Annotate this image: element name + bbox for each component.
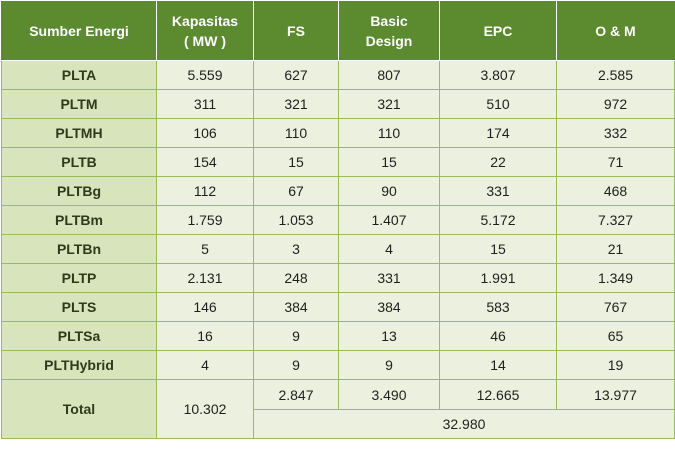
cell-epc: 5.172 [439, 205, 557, 235]
cell-capacity: 4 [156, 350, 254, 380]
cell-capacity: 2.131 [156, 263, 254, 293]
grand-total: 32.980 [253, 409, 675, 439]
total-label: Total [1, 379, 157, 439]
cell-om: 1.349 [556, 263, 675, 293]
cell-basic-design: 331 [338, 263, 440, 293]
header-source: Sumber Energi [1, 1, 157, 61]
total-basic-design: 3.490 [338, 379, 440, 410]
cell-fs: 110 [253, 118, 339, 148]
header-fs: FS [253, 1, 339, 61]
cell-om: 7.327 [556, 205, 675, 235]
header-capacity-line1: Kapasitas [171, 13, 239, 29]
table-row: PLTMH 106 110 110 174 332 [1, 118, 675, 148]
cell-capacity: 16 [156, 321, 254, 351]
cell-capacity: 154 [156, 147, 254, 177]
cell-epc: 583 [439, 292, 557, 322]
header-basic-line1: Basic [370, 13, 408, 29]
header-capacity-line2: ( MW ) [184, 33, 226, 49]
cell-source: PLTP [1, 263, 157, 293]
cell-fs: 1.053 [253, 205, 339, 235]
cell-om: 2.585 [556, 60, 675, 90]
cell-capacity: 5.559 [156, 60, 254, 90]
cell-epc: 22 [439, 147, 557, 177]
table-row: PLTBg 112 67 90 331 468 [1, 176, 675, 206]
table-row: PLTP 2.131 248 331 1.991 1.349 [1, 263, 675, 293]
table-row: PLTM 311 321 321 510 972 [1, 89, 675, 119]
energy-table: Sumber Energi Kapasitas ( MW ) FS Basic … [1, 1, 675, 439]
total-epc: 12.665 [439, 379, 557, 410]
cell-epc: 1.991 [439, 263, 557, 293]
cell-om: 65 [556, 321, 675, 351]
cell-epc: 174 [439, 118, 557, 148]
cell-om: 19 [556, 350, 675, 380]
cell-epc: 14 [439, 350, 557, 380]
cell-basic-design: 1.407 [338, 205, 440, 235]
cell-epc: 331 [439, 176, 557, 206]
cell-source: PLTSa [1, 321, 157, 351]
cell-source: PLTBg [1, 176, 157, 206]
cell-basic-design: 9 [338, 350, 440, 380]
table-row: PLTBn 5 3 4 15 21 [1, 234, 675, 264]
cell-fs: 384 [253, 292, 339, 322]
table-body: PLTA 5.559 627 807 3.807 2.585 PLTM 311 … [1, 60, 675, 439]
cell-source: PLTMH [1, 118, 157, 148]
cell-om: 767 [556, 292, 675, 322]
cell-om: 21 [556, 234, 675, 264]
cell-basic-design: 110 [338, 118, 440, 148]
total-fs: 2.847 [253, 379, 339, 410]
cell-source: PLTS [1, 292, 157, 322]
cell-fs: 248 [253, 263, 339, 293]
cell-fs: 15 [253, 147, 339, 177]
cell-basic-design: 321 [338, 89, 440, 119]
cell-basic-design: 4 [338, 234, 440, 264]
cell-capacity: 1.759 [156, 205, 254, 235]
cell-epc: 46 [439, 321, 557, 351]
cell-capacity: 146 [156, 292, 254, 322]
table-row: PLTA 5.559 627 807 3.807 2.585 [1, 60, 675, 90]
cell-source: PLTA [1, 60, 157, 90]
cell-fs: 67 [253, 176, 339, 206]
cell-capacity: 106 [156, 118, 254, 148]
cell-basic-design: 15 [338, 147, 440, 177]
cell-om: 71 [556, 147, 675, 177]
cell-epc: 3.807 [439, 60, 557, 90]
total-capacity: 10.302 [156, 379, 254, 439]
cell-source: PLTBn [1, 234, 157, 264]
cell-epc: 510 [439, 89, 557, 119]
header-capacity: Kapasitas ( MW ) [156, 1, 254, 61]
cell-basic-design: 13 [338, 321, 440, 351]
header-row: Sumber Energi Kapasitas ( MW ) FS Basic … [1, 1, 675, 61]
grand-total-row: 32.980 [2, 409, 675, 439]
cell-om: 972 [556, 89, 675, 119]
cell-source: PLTBm [1, 205, 157, 235]
cell-capacity: 311 [156, 89, 254, 119]
cell-om: 468 [556, 176, 675, 206]
cell-capacity: 5 [156, 234, 254, 264]
cell-basic-design: 384 [338, 292, 440, 322]
table-row: PLTSa 16 9 13 46 65 [1, 321, 675, 351]
cell-fs: 9 [253, 321, 339, 351]
cell-source: PLTB [1, 147, 157, 177]
table-row: PLTS 146 384 384 583 767 [1, 292, 675, 322]
cell-source: PLTHybrid [1, 350, 157, 380]
cell-basic-design: 807 [338, 60, 440, 90]
table-row: PLTB 154 15 15 22 71 [1, 147, 675, 177]
table-row: PLTBm 1.759 1.053 1.407 5.172 7.327 [1, 205, 675, 235]
header-epc: EPC [439, 1, 557, 61]
total-om: 13.977 [556, 379, 675, 410]
header-om: O & M [556, 1, 675, 61]
cell-fs: 3 [253, 234, 339, 264]
cell-fs: 321 [253, 89, 339, 119]
cell-fs: 627 [253, 60, 339, 90]
total-row: Total 10.302 2.847 3.490 12.665 13.977 [1, 379, 675, 439]
header-basic-line2: Design [365, 33, 413, 49]
cell-om: 332 [556, 118, 675, 148]
table-row: PLTHybrid 4 9 9 14 19 [1, 350, 675, 380]
cell-source: PLTM [1, 89, 157, 119]
cell-fs: 9 [253, 350, 339, 380]
cell-capacity: 112 [156, 176, 254, 206]
cell-basic-design: 90 [338, 176, 440, 206]
header-basic-design: Basic Design [338, 1, 440, 61]
cell-epc: 15 [439, 234, 557, 264]
